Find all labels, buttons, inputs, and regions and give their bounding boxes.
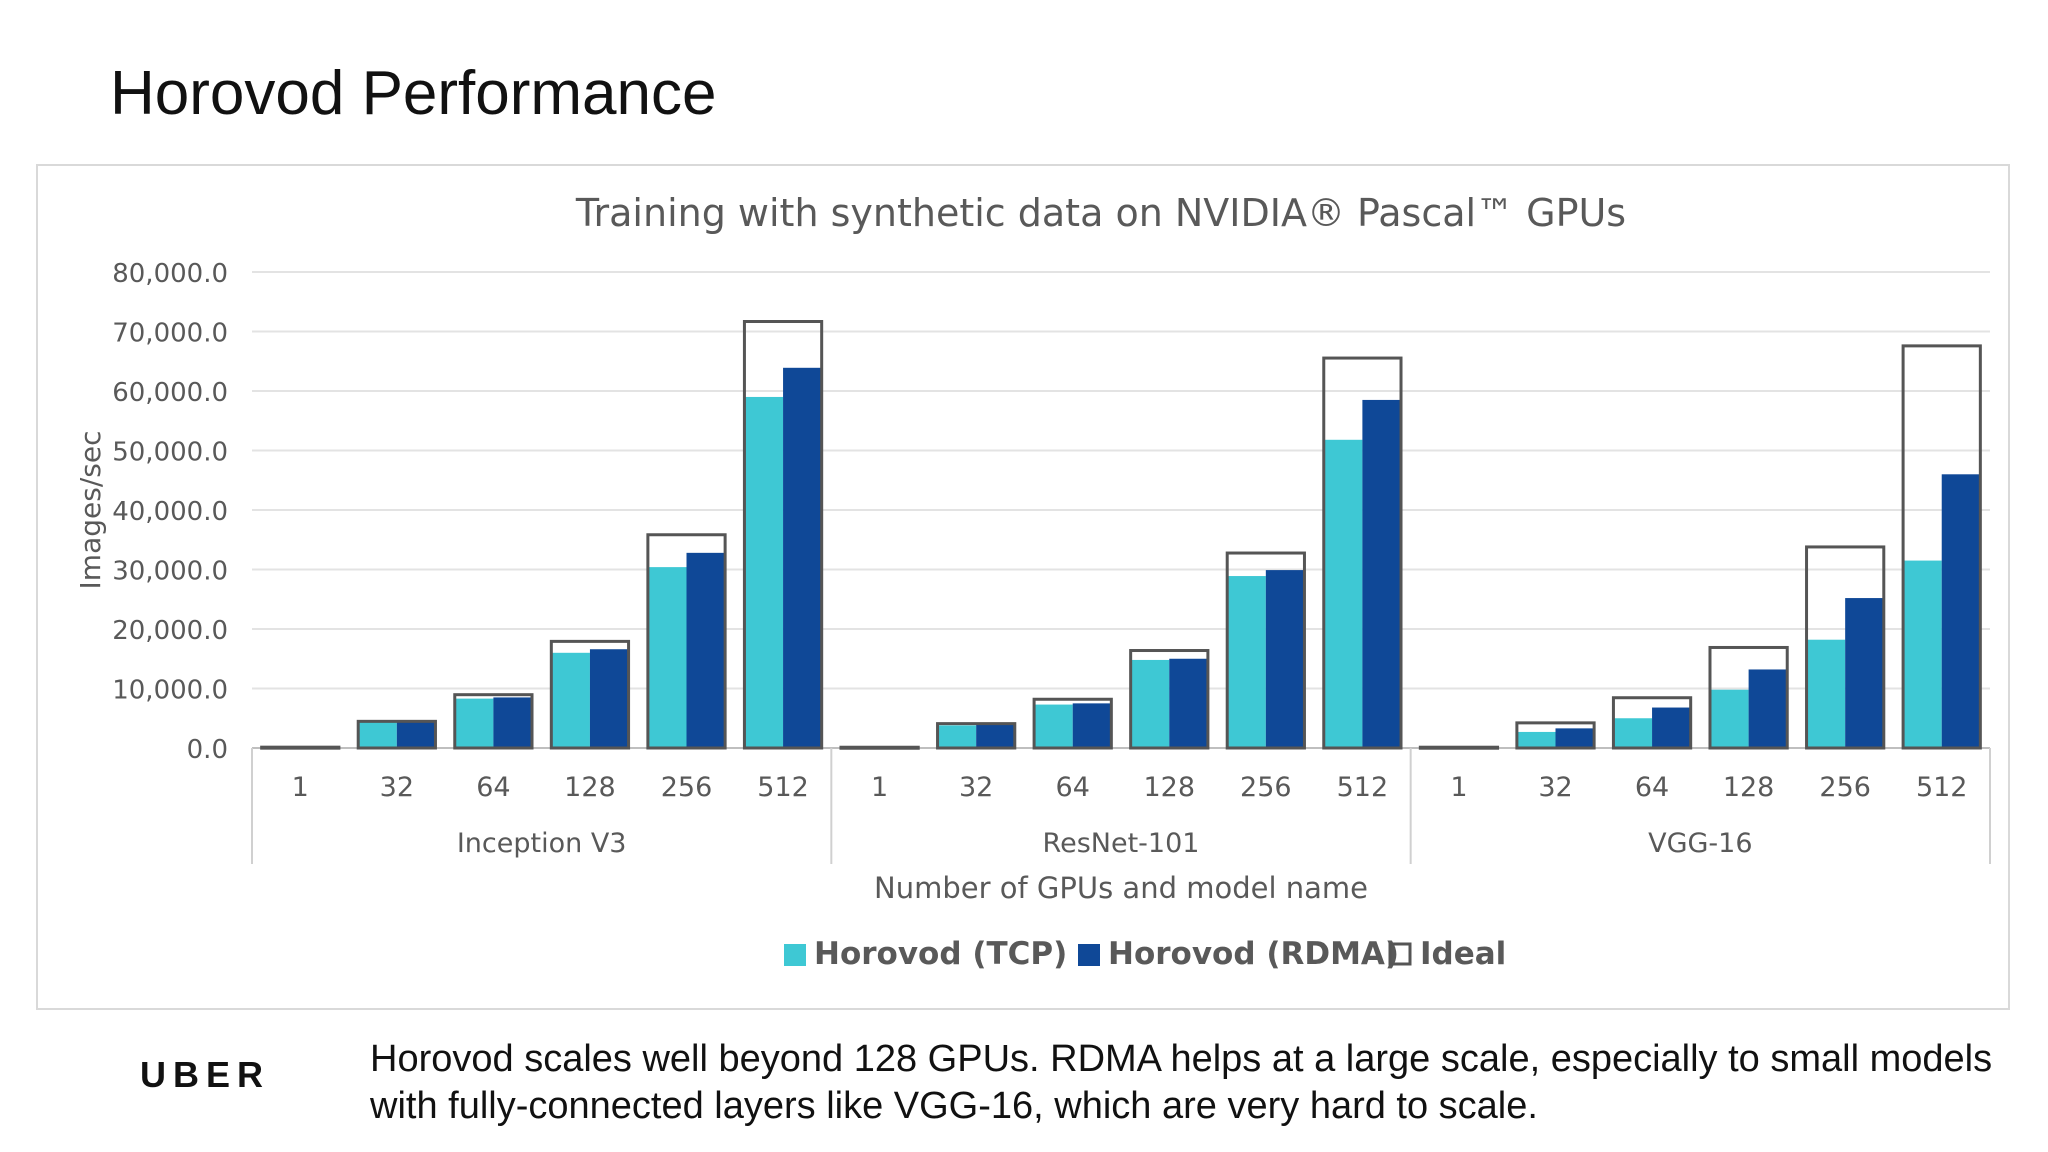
x-tick-label: 64	[1056, 772, 1090, 803]
y-tick-label: 80,000.0	[112, 259, 228, 289]
bar-horovod-rdma	[1265, 570, 1305, 748]
bar-horovod-tcp	[647, 567, 687, 748]
bar-ideal	[646, 533, 727, 750]
bar-horovod-tcp	[454, 698, 494, 748]
bar-ideal	[453, 693, 534, 750]
bar-horovod-tcp	[937, 725, 977, 748]
legend-swatch-horovod-tcp	[784, 944, 806, 966]
legend-swatch-ideal	[1388, 942, 1412, 966]
y-tick-label: 60,000.0	[112, 378, 228, 408]
bar-horovod-rdma	[783, 367, 822, 748]
bar-horovod-tcp	[358, 722, 397, 748]
bar-horovod-tcp	[1709, 689, 1749, 748]
x-tick-label: 128	[564, 772, 616, 803]
bar-horovod-rdma	[493, 697, 533, 748]
x-tick-label: 64	[476, 772, 510, 803]
x-tick-label: 128	[1723, 772, 1775, 803]
bar-horovod-rdma	[1748, 669, 1788, 748]
bar-horovod-tcp	[1227, 576, 1266, 748]
bar-horovod-rdma	[686, 552, 726, 748]
bar-horovod-rdma	[1845, 598, 1884, 748]
x-tick-label: 512	[1916, 772, 1968, 803]
bar-horovod-tcp	[744, 396, 784, 748]
chart-title: Training with synthetic data on NVIDIA® …	[575, 191, 1626, 235]
bar-ideal	[1129, 649, 1210, 750]
x-tick-label: 64	[1635, 772, 1669, 803]
x-tick-label: 1	[871, 772, 888, 803]
bar-ideal	[1611, 696, 1693, 750]
legend-swatch-horovod-rdma	[1078, 944, 1100, 966]
bar-ideal	[1901, 344, 1982, 750]
group-label: VGG-16	[1648, 828, 1752, 859]
bar-ideal	[260, 745, 341, 750]
bar-horovod-rdma	[1555, 728, 1595, 748]
bar-ideal	[1708, 645, 1789, 750]
x-tick-label: 256	[1240, 772, 1292, 803]
bar-horovod-tcp	[1613, 718, 1653, 748]
bar-ideal	[1322, 356, 1403, 750]
slide-title: Horovod Performance	[110, 59, 717, 128]
bar-chart: Training with synthetic data on NVIDIA® …	[74, 191, 1991, 972]
y-tick-label: 50,000.0	[112, 438, 228, 468]
legend-label: Horovod (TCP)	[814, 936, 1067, 972]
bar-ideal	[839, 745, 920, 750]
x-tick-label: 512	[1337, 772, 1389, 803]
legend-label: Ideal	[1420, 936, 1506, 972]
x-axis-label: Number of GPUs and model name	[874, 871, 1368, 905]
legend-label: Horovod (RDMA)	[1108, 936, 1399, 972]
bar-ideal	[1515, 721, 1596, 750]
bar-horovod-tcp	[1323, 439, 1363, 748]
y-tick-label: 70,000.0	[112, 319, 228, 349]
bar-ideal	[1418, 745, 1500, 750]
y-tick-label: 40,000.0	[112, 497, 228, 527]
uber-logo: UBER	[140, 1054, 271, 1095]
y-tick-label: 0.0	[187, 735, 228, 765]
x-tick-label: 1	[292, 772, 309, 803]
y-axis-label: Images/sec	[74, 431, 107, 590]
bar-horovod-tcp	[551, 652, 590, 748]
bar-ideal	[1805, 545, 1886, 750]
bar-horovod-rdma	[1072, 703, 1112, 748]
x-tick-label: 32	[1538, 772, 1572, 803]
bar-horovod-tcp	[1034, 704, 1073, 748]
group-label: ResNet-101	[1043, 828, 1200, 859]
footer-caption: Horovod scales well beyond 128 GPUs. RDM…	[370, 1038, 1993, 1127]
bar-horovod-tcp	[1806, 639, 1846, 748]
bar-horovod-rdma	[1652, 707, 1691, 748]
bar-horovod-rdma	[1941, 474, 1981, 748]
bar-ideal	[549, 639, 631, 750]
x-tick-label: 1	[1450, 772, 1467, 803]
y-tick-label: 20,000.0	[112, 616, 228, 646]
bar-horovod-rdma	[976, 724, 1015, 748]
bar-horovod-tcp	[1516, 731, 1556, 748]
x-tick-label: 256	[1819, 772, 1871, 803]
bar-horovod-tcp	[1903, 560, 1942, 748]
chart-frame: Training with synthetic data on NVIDIA® …	[36, 164, 2010, 1010]
x-tick-label: 128	[1144, 772, 1196, 803]
group-label: Inception V3	[457, 828, 627, 859]
x-tick-label: 32	[380, 772, 414, 803]
bar-ideal	[936, 722, 1017, 750]
y-tick-label: 30,000.0	[112, 557, 228, 587]
bar-ideal	[1225, 551, 1306, 750]
bar-ideal	[742, 320, 824, 750]
x-tick-label: 32	[959, 772, 993, 803]
y-tick-label: 10,000.0	[112, 676, 228, 706]
bar-horovod-rdma	[396, 722, 436, 748]
x-tick-label: 512	[757, 772, 809, 803]
bar-ideal	[1032, 697, 1113, 750]
x-tick-label: 256	[661, 772, 713, 803]
bar-horovod-tcp	[1130, 659, 1170, 748]
bar-horovod-rdma	[1362, 399, 1402, 748]
bar-ideal	[356, 719, 437, 750]
bar-horovod-rdma	[1169, 658, 1208, 748]
bar-horovod-rdma	[589, 649, 629, 748]
